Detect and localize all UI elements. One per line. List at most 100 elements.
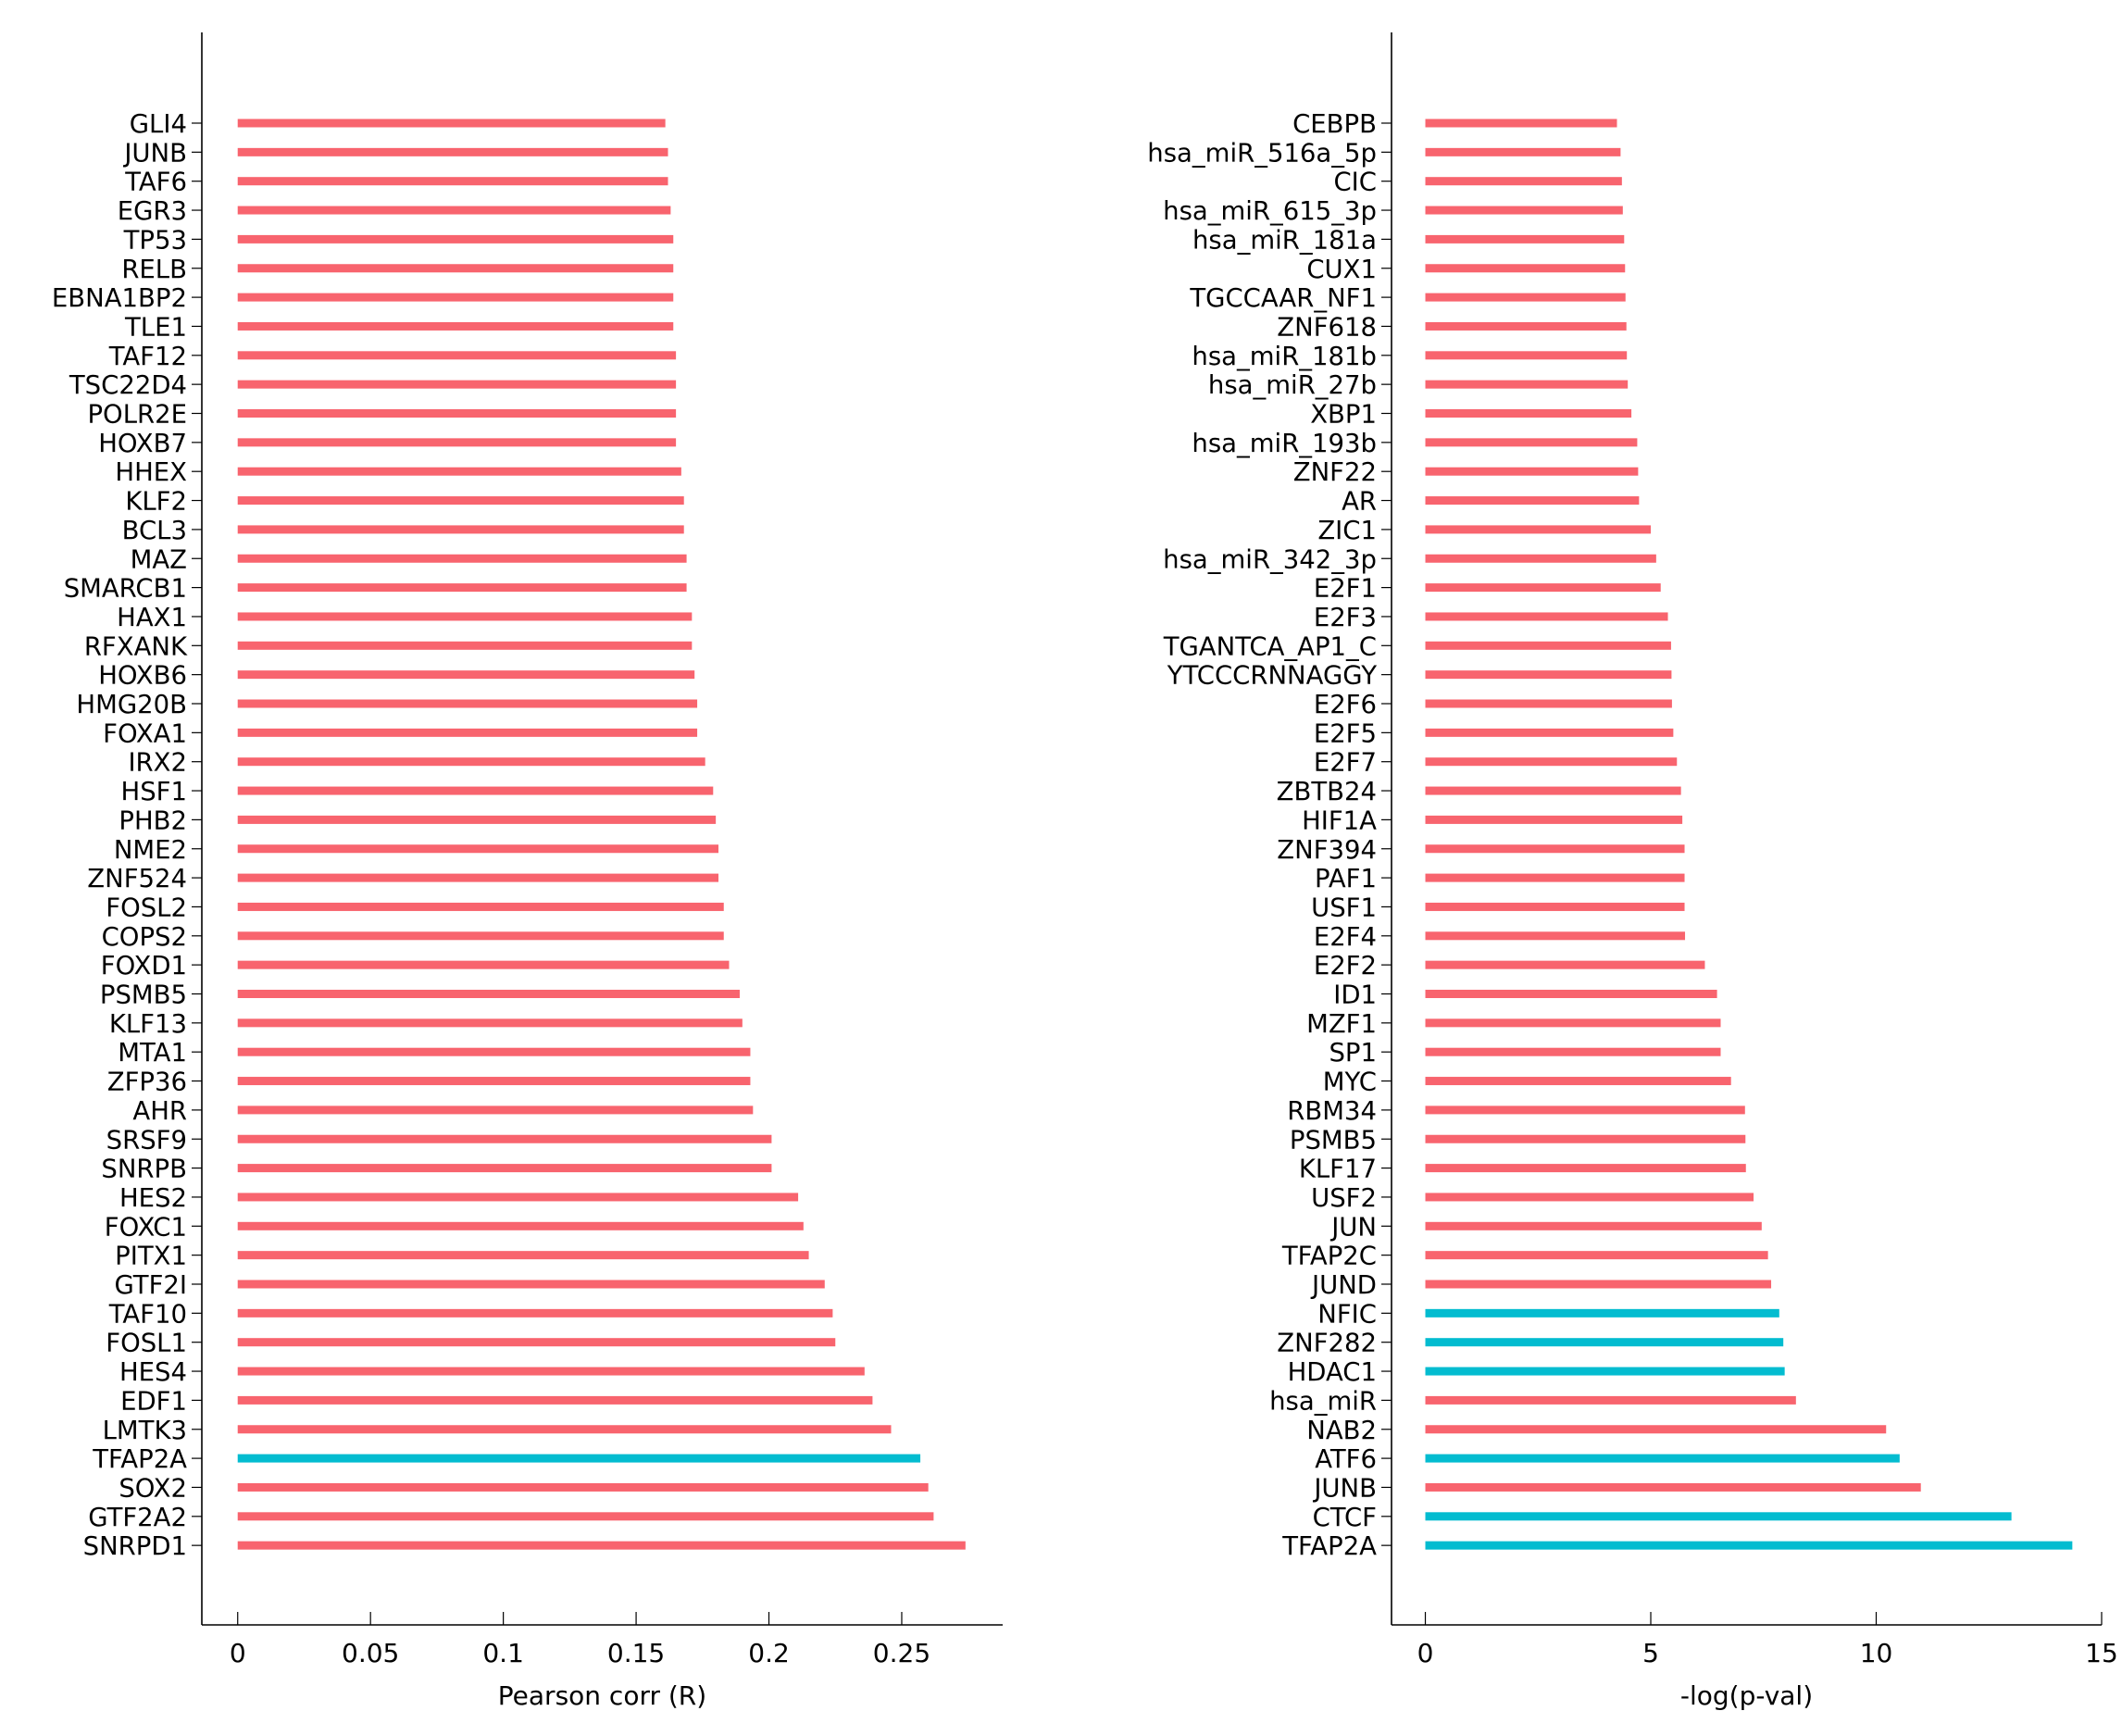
y-tick-label: FOXC1 xyxy=(105,1212,187,1242)
x-tick-label: 0.2 xyxy=(748,1638,790,1668)
y-tick-label: EDF1 xyxy=(120,1386,187,1416)
y-tick-label: EBNA1BP2 xyxy=(52,283,187,313)
bar-snrpd1 xyxy=(237,1541,966,1550)
y-tick-label: PAF1 xyxy=(1315,864,1377,893)
y-tick-label: TLE1 xyxy=(124,312,187,342)
x-tick-label: 0.15 xyxy=(607,1638,665,1668)
bar-rfxank xyxy=(237,641,693,650)
y-tick-label: KLF17 xyxy=(1299,1155,1377,1184)
y-tick-label: CTCF xyxy=(1313,1503,1377,1532)
bar-klf2 xyxy=(237,496,684,506)
bar-paf1 xyxy=(1425,873,1685,882)
y-tick-label: HMG20B xyxy=(76,690,187,719)
y-tick-label: SNRPB xyxy=(101,1155,187,1184)
bar-e2f2 xyxy=(1425,960,1705,969)
bar-nfic xyxy=(1425,1308,1779,1318)
y-tick-label: hsa_miR_181a xyxy=(1192,225,1377,255)
bar-mta1 xyxy=(237,1047,751,1056)
bar-hax1 xyxy=(237,612,693,621)
y-tick-label: ZBTB24 xyxy=(1277,777,1377,806)
y-tick-label: SOX2 xyxy=(119,1473,187,1503)
bar-znf22 xyxy=(1425,467,1639,476)
bar-id1 xyxy=(1425,990,1717,998)
bar-foxa1 xyxy=(237,728,698,737)
bar-jun xyxy=(1425,1221,1762,1230)
y-tick-label: HES2 xyxy=(119,1183,187,1213)
bar-hsf1 xyxy=(237,786,714,795)
y-tick-label: hsa_miR_342_3p xyxy=(1163,544,1377,574)
y-tick-label: GTF2A2 xyxy=(88,1503,187,1532)
bar-relb xyxy=(237,264,674,273)
y-tick-label: CEBPB xyxy=(1292,109,1377,139)
y-tick-label: TAF10 xyxy=(108,1299,187,1329)
bar-cebpb xyxy=(1425,119,1617,128)
bar-klf17 xyxy=(1425,1164,1746,1173)
y-tick-label: JUN xyxy=(1329,1212,1377,1242)
y-tick-label: hsa_miR_615_3p xyxy=(1163,196,1377,226)
bar-snrpb xyxy=(237,1164,772,1173)
x-tick-label: 5 xyxy=(1642,1638,1659,1668)
bar-sp1 xyxy=(1425,1047,1721,1056)
bar-fosl2 xyxy=(237,902,724,911)
y-tick-label: E2F2 xyxy=(1314,951,1377,980)
y-tick-label: hsa_miR_516a_5p xyxy=(1147,138,1377,168)
y-tick-label: TGANTCA_AP1_C xyxy=(1163,631,1377,661)
bar-junb xyxy=(1425,1482,1921,1492)
bar-tgccaar-nf1 xyxy=(1425,293,1626,302)
y-tick-label: SNRPD1 xyxy=(83,1531,187,1561)
y-tick-label: RELB xyxy=(121,255,187,284)
x-tick-label: 0 xyxy=(230,1638,246,1668)
bar-bcl3 xyxy=(237,525,684,534)
y-tick-label: JUND xyxy=(1310,1270,1377,1300)
y-tick-label: E2F3 xyxy=(1314,603,1377,632)
bar-hmg20b xyxy=(237,699,698,708)
bar-mzf1 xyxy=(1425,1018,1721,1028)
bar-gtf2i xyxy=(237,1280,825,1289)
bar-hsa-mir-342-3p xyxy=(1425,554,1656,563)
y-tick-label: MZF1 xyxy=(1306,1009,1377,1039)
y-tick-label: HIF1A xyxy=(1302,806,1377,835)
bar-edf1 xyxy=(237,1395,873,1405)
bar-hsa-mir-615-3p xyxy=(1425,206,1623,215)
chart-panel-pearson-corr: GLI4JUNBTAF6EGR3TP53RELBEBNA1BP2TLE1TAF1… xyxy=(52,32,1003,1711)
bar-polr2e xyxy=(237,409,677,418)
bar-e2f6 xyxy=(1425,699,1672,708)
y-tick-label: E2F1 xyxy=(1314,574,1377,604)
bar-gtf2a2 xyxy=(237,1512,934,1521)
bar-ctcf xyxy=(1425,1512,2012,1521)
y-tick-label: LMTK3 xyxy=(103,1416,187,1445)
y-tick-label: hsa_miR xyxy=(1269,1386,1377,1416)
y-tick-label: PITX1 xyxy=(115,1242,187,1271)
bar-hoxb6 xyxy=(237,670,695,680)
bar-fosl1 xyxy=(237,1338,836,1347)
y-tick-label: RBM34 xyxy=(1287,1096,1377,1126)
bar-pitx1 xyxy=(237,1251,809,1260)
y-tick-label: TSC22D4 xyxy=(69,370,187,400)
bar-hes2 xyxy=(237,1193,799,1202)
bar-srsf9 xyxy=(237,1134,772,1143)
bar-hsa-mir-27b xyxy=(1425,380,1629,389)
bar-myc xyxy=(1425,1077,1731,1086)
bar-znf524 xyxy=(237,873,719,882)
y-tick-label: hsa_miR_193b xyxy=(1192,429,1377,458)
y-tick-label: RFXANK xyxy=(84,631,188,661)
y-tick-label: XBP1 xyxy=(1310,400,1377,430)
bar-klf13 xyxy=(237,1018,743,1028)
y-tick-label: HAX1 xyxy=(117,603,187,632)
y-tick-label: KLF2 xyxy=(125,487,187,517)
y-tick-label: JUNB xyxy=(1312,1473,1377,1503)
x-tick-label: 0.05 xyxy=(342,1638,399,1668)
bar-hsa-mir-516a-5p xyxy=(1425,147,1621,156)
y-tick-label: ID1 xyxy=(1333,980,1377,1010)
bar-zic1 xyxy=(1425,525,1652,534)
bar-junb xyxy=(237,147,668,156)
x-tick-label: 0.1 xyxy=(482,1638,524,1668)
bar-tfap2a xyxy=(1425,1541,2073,1550)
bar-egr3 xyxy=(237,206,671,215)
y-tick-label: FOXA1 xyxy=(103,718,187,748)
bar-foxd1 xyxy=(237,960,730,969)
bar-phb2 xyxy=(237,815,717,824)
bar-hhex xyxy=(237,467,681,476)
y-tick-label: USF2 xyxy=(1311,1183,1377,1213)
